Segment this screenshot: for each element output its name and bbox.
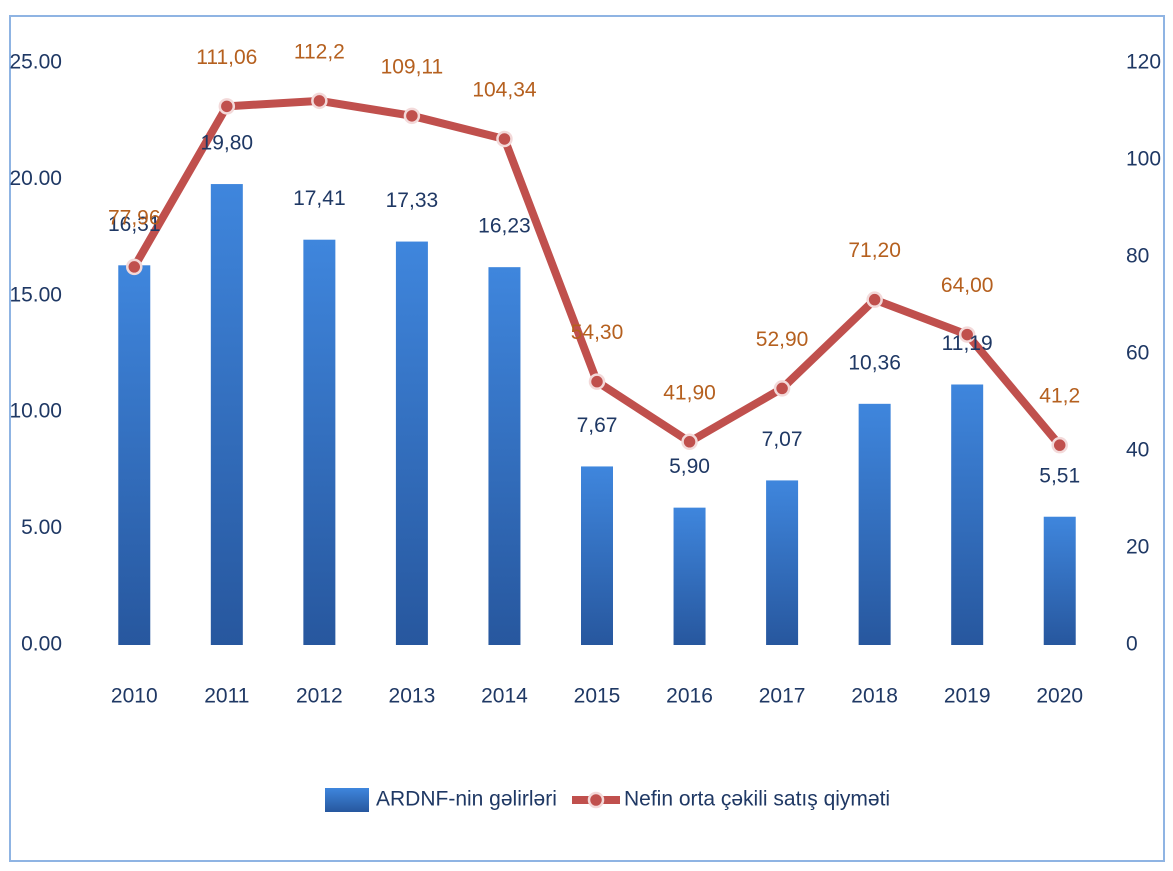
line-value-label: 112,2 — [294, 40, 345, 63]
x-tick-label: 2012 — [296, 685, 343, 708]
line-marker — [218, 98, 236, 115]
bar-value-label: 17,33 — [386, 189, 439, 212]
bar-value-label: 7,67 — [577, 414, 618, 437]
y-tick-label: 5.00 — [21, 516, 62, 539]
x-tick-label: 2017 — [759, 685, 806, 708]
line-value-label: 111,06 — [196, 46, 257, 69]
bar — [858, 403, 891, 645]
line-value-label: 52,90 — [756, 328, 809, 351]
chart-frame — [9, 15, 1165, 862]
bar-value-label: 7,07 — [762, 428, 803, 451]
bar — [488, 267, 521, 645]
line-marker — [773, 380, 791, 397]
line-marker — [681, 433, 698, 451]
bar-value-label: 11,19 — [942, 332, 993, 355]
bar-value-label: 5,51 — [1039, 464, 1080, 487]
bar-value-label: 16,31 — [108, 213, 161, 236]
bar — [673, 507, 706, 645]
line-value-label: 77,96 — [108, 206, 161, 229]
x-tick-label: 2013 — [389, 685, 436, 708]
line-marker — [866, 291, 883, 308]
legend-swatch — [325, 788, 369, 812]
line-marker — [1051, 436, 1068, 454]
line-marker — [496, 130, 513, 148]
x-tick-label: 2020 — [1036, 685, 1083, 708]
bar — [1043, 516, 1076, 645]
x-tick-label: 2010 — [111, 685, 158, 708]
line-marker — [311, 92, 328, 110]
y2-tick-label: 0 — [1126, 633, 1138, 656]
y2-tick-label: 40 — [1126, 439, 1149, 462]
x-tick-label: 2011 — [204, 685, 249, 708]
y-tick-label: 15.00 — [9, 283, 62, 306]
legend-label: ARDNF-nin gəlirləri — [376, 788, 557, 811]
y2-tick-label: 80 — [1126, 245, 1149, 268]
line-marker — [588, 373, 606, 390]
y-tick-label: 20.00 — [9, 167, 62, 190]
bar — [118, 265, 151, 645]
bar — [395, 241, 428, 645]
bar-value-label: 17,41 — [293, 187, 346, 210]
bar — [766, 480, 799, 645]
y2-tick-label: 120 — [1126, 51, 1161, 74]
bar — [951, 384, 984, 645]
line-value-label: 41,90 — [663, 381, 716, 404]
bar — [581, 466, 613, 645]
y2-tick-label: 100 — [1126, 148, 1161, 171]
legend-label: Nefin orta çəkili satış qiyməti — [624, 788, 890, 811]
bar-value-label: 10,36 — [848, 351, 901, 374]
bar-value-label: 19,80 — [201, 132, 254, 155]
bar-value-label: 5,90 — [669, 455, 710, 478]
line-value-label: 41,2 — [1039, 385, 1080, 408]
line-value-label: 64,00 — [941, 274, 994, 297]
x-tick-label: 2018 — [851, 685, 898, 708]
line-marker — [403, 107, 421, 125]
bar — [303, 239, 336, 646]
line-value-label: 71,20 — [848, 239, 901, 262]
x-tick-label: 2015 — [574, 685, 621, 708]
bar — [210, 184, 243, 645]
y-tick-label: 0.00 — [21, 633, 62, 656]
x-tick-label: 2016 — [666, 685, 713, 708]
legend-marker — [587, 791, 605, 809]
line-value-label: 54,30 — [571, 321, 624, 344]
y-tick-label: 25.00 — [9, 51, 62, 74]
line-marker — [126, 258, 143, 276]
x-tick-label: 2019 — [944, 685, 991, 708]
line-value-label: 104,34 — [472, 78, 537, 101]
y-tick-label: 10.00 — [9, 400, 62, 423]
y2-tick-label: 20 — [1126, 536, 1149, 559]
y2-tick-label: 60 — [1126, 342, 1149, 365]
line-marker — [958, 326, 976, 343]
x-tick-label: 2014 — [481, 685, 528, 708]
bar-value-label: 16,23 — [478, 215, 531, 238]
line-value-label: 109,11 — [381, 55, 444, 78]
